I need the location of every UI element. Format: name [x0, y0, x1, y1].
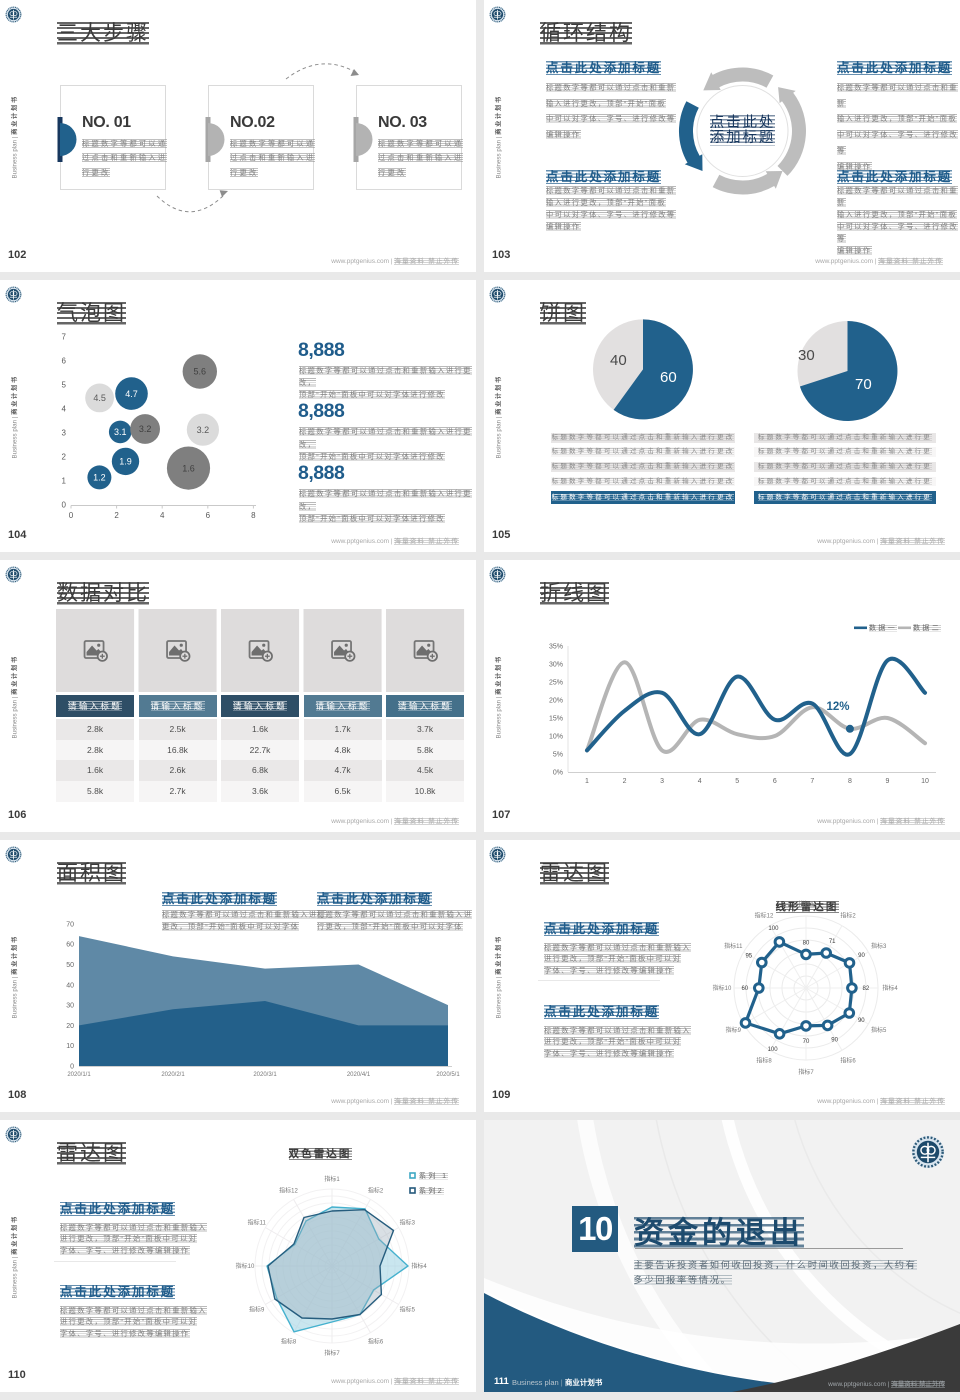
svg-text:8: 8 — [251, 511, 256, 520]
svg-text:8: 8 — [848, 778, 852, 785]
svg-text:4: 4 — [698, 778, 702, 785]
svg-text:40: 40 — [66, 982, 74, 989]
svg-text:7: 7 — [810, 778, 814, 785]
svg-text:指标5: 指标5 — [400, 1306, 416, 1314]
svg-text:指标12: 指标12 — [279, 1187, 298, 1195]
svg-text:2020/5/1: 2020/5/1 — [436, 1072, 460, 1078]
svg-text:4.7: 4.7 — [125, 389, 138, 399]
svg-text:指标3: 指标3 — [400, 1219, 416, 1227]
svg-text:指标11: 指标11 — [248, 1219, 267, 1227]
svg-text:指标4: 指标4 — [411, 1262, 427, 1270]
svg-text:指标6: 指标6 — [368, 1337, 384, 1345]
svg-text:30%: 30% — [549, 662, 563, 669]
svg-text:指标6: 指标6 — [840, 1057, 856, 1065]
svg-text:35%: 35% — [549, 644, 563, 651]
svg-text:指标3: 指标3 — [871, 942, 887, 950]
svg-text:指标1: 指标1 — [798, 900, 814, 908]
svg-text:60: 60 — [66, 942, 74, 949]
svg-text:3.2: 3.2 — [139, 424, 152, 434]
svg-text:30: 30 — [798, 347, 815, 364]
svg-text:5.6: 5.6 — [194, 367, 207, 377]
svg-text:90: 90 — [858, 953, 865, 959]
svg-text:1.9: 1.9 — [119, 457, 132, 467]
svg-text:0: 0 — [62, 501, 67, 510]
svg-text:指标8: 指标8 — [756, 1057, 772, 1065]
svg-text:40: 40 — [610, 352, 627, 369]
svg-text:9: 9 — [886, 778, 890, 785]
svg-text:0%: 0% — [553, 770, 563, 777]
svg-text:指标9: 指标9 — [249, 1306, 265, 1314]
svg-text:指标1: 指标1 — [324, 1175, 340, 1183]
svg-text:指标12: 指标12 — [755, 911, 774, 919]
svg-text:5%: 5% — [553, 752, 563, 759]
svg-text:指标7: 指标7 — [798, 1068, 814, 1076]
svg-text:70: 70 — [66, 921, 74, 928]
svg-text:82: 82 — [863, 986, 870, 992]
svg-text:2020/1/1: 2020/1/1 — [67, 1072, 91, 1078]
svg-text:1.6: 1.6 — [182, 463, 195, 473]
svg-text:2: 2 — [623, 778, 627, 785]
svg-text:15%: 15% — [549, 716, 563, 723]
svg-text:100: 100 — [768, 1047, 779, 1053]
svg-text:70: 70 — [855, 376, 872, 393]
svg-text:20%: 20% — [549, 698, 563, 705]
svg-text:2020/3/1: 2020/3/1 — [253, 1072, 277, 1078]
svg-text:6: 6 — [206, 511, 211, 520]
svg-text:95: 95 — [745, 954, 752, 960]
svg-text:3.2: 3.2 — [197, 425, 210, 435]
svg-text:指标7: 指标7 — [324, 1349, 340, 1357]
svg-text:25%: 25% — [549, 680, 563, 687]
svg-text:80: 80 — [803, 940, 810, 946]
svg-text:70: 70 — [803, 1039, 810, 1045]
svg-text:指标9: 指标9 — [726, 1026, 742, 1034]
svg-text:50: 50 — [66, 962, 74, 969]
svg-text:7: 7 — [62, 333, 67, 342]
svg-text:10: 10 — [921, 778, 929, 785]
svg-text:10: 10 — [66, 1043, 74, 1050]
svg-text:12%: 12% — [826, 701, 849, 713]
svg-text:4.5: 4.5 — [93, 393, 106, 403]
svg-text:指标8: 指标8 — [281, 1337, 297, 1345]
svg-text:5: 5 — [62, 381, 67, 390]
svg-text:指标5: 指标5 — [871, 1026, 887, 1034]
svg-text:0: 0 — [70, 1064, 74, 1071]
svg-text:20: 20 — [66, 1023, 74, 1030]
svg-text:指标4: 指标4 — [882, 984, 898, 992]
svg-text:30: 30 — [66, 1003, 74, 1010]
svg-text:3: 3 — [62, 429, 67, 438]
svg-text:指标2: 指标2 — [840, 911, 856, 919]
svg-text:100: 100 — [768, 926, 779, 932]
svg-text:1.2: 1.2 — [93, 473, 106, 483]
svg-text:60: 60 — [660, 369, 677, 386]
svg-text:3.1: 3.1 — [114, 427, 127, 437]
svg-text:2020/2/1: 2020/2/1 — [161, 1072, 185, 1078]
svg-text:1: 1 — [62, 477, 67, 486]
svg-text:60: 60 — [741, 986, 748, 992]
svg-text:6: 6 — [62, 357, 67, 366]
svg-text:指标2: 指标2 — [368, 1187, 384, 1195]
svg-text:4: 4 — [160, 511, 165, 520]
svg-text:1: 1 — [585, 778, 589, 785]
svg-text:指标10: 指标10 — [713, 984, 732, 992]
svg-text:3: 3 — [660, 778, 664, 785]
svg-text:指标10: 指标10 — [236, 1262, 255, 1270]
svg-text:90: 90 — [831, 1037, 838, 1043]
svg-text:2: 2 — [114, 511, 119, 520]
svg-text:指标11: 指标11 — [724, 942, 743, 950]
svg-text:6: 6 — [773, 778, 777, 785]
svg-text:90: 90 — [858, 1018, 865, 1024]
svg-text:5: 5 — [735, 778, 739, 785]
svg-text:4: 4 — [62, 405, 67, 414]
svg-text:2020/4/1: 2020/4/1 — [347, 1072, 371, 1078]
svg-text:71: 71 — [829, 939, 836, 945]
svg-text:2: 2 — [62, 453, 67, 462]
svg-text:0: 0 — [69, 511, 74, 520]
svg-text:10%: 10% — [549, 734, 563, 741]
